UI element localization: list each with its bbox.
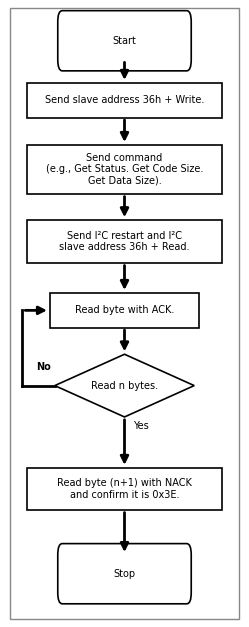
Text: Read byte (n+1) with NACK
and confirm it is 0x3E.: Read byte (n+1) with NACK and confirm it… [57, 478, 192, 500]
Polygon shape [55, 354, 194, 417]
Text: Send I²C restart and I²C
slave address 36h + Read.: Send I²C restart and I²C slave address 3… [59, 231, 190, 252]
FancyBboxPatch shape [58, 11, 191, 71]
FancyBboxPatch shape [27, 220, 222, 263]
Text: Send command
(e.g., Get Status. Get Code Size.
Get Data Size).: Send command (e.g., Get Status. Get Code… [46, 153, 203, 186]
Text: Stop: Stop [114, 569, 135, 579]
Text: Start: Start [113, 36, 136, 46]
Text: No: No [36, 362, 51, 372]
Text: Yes: Yes [133, 421, 149, 431]
Text: Send slave address 36h + Write.: Send slave address 36h + Write. [45, 95, 204, 105]
FancyBboxPatch shape [50, 293, 199, 327]
FancyBboxPatch shape [27, 83, 222, 118]
FancyBboxPatch shape [27, 468, 222, 510]
FancyBboxPatch shape [58, 544, 191, 604]
Text: Read n bytes.: Read n bytes. [91, 381, 158, 391]
Text: Read byte with ACK.: Read byte with ACK. [75, 305, 174, 315]
FancyBboxPatch shape [10, 8, 239, 619]
FancyBboxPatch shape [27, 145, 222, 194]
